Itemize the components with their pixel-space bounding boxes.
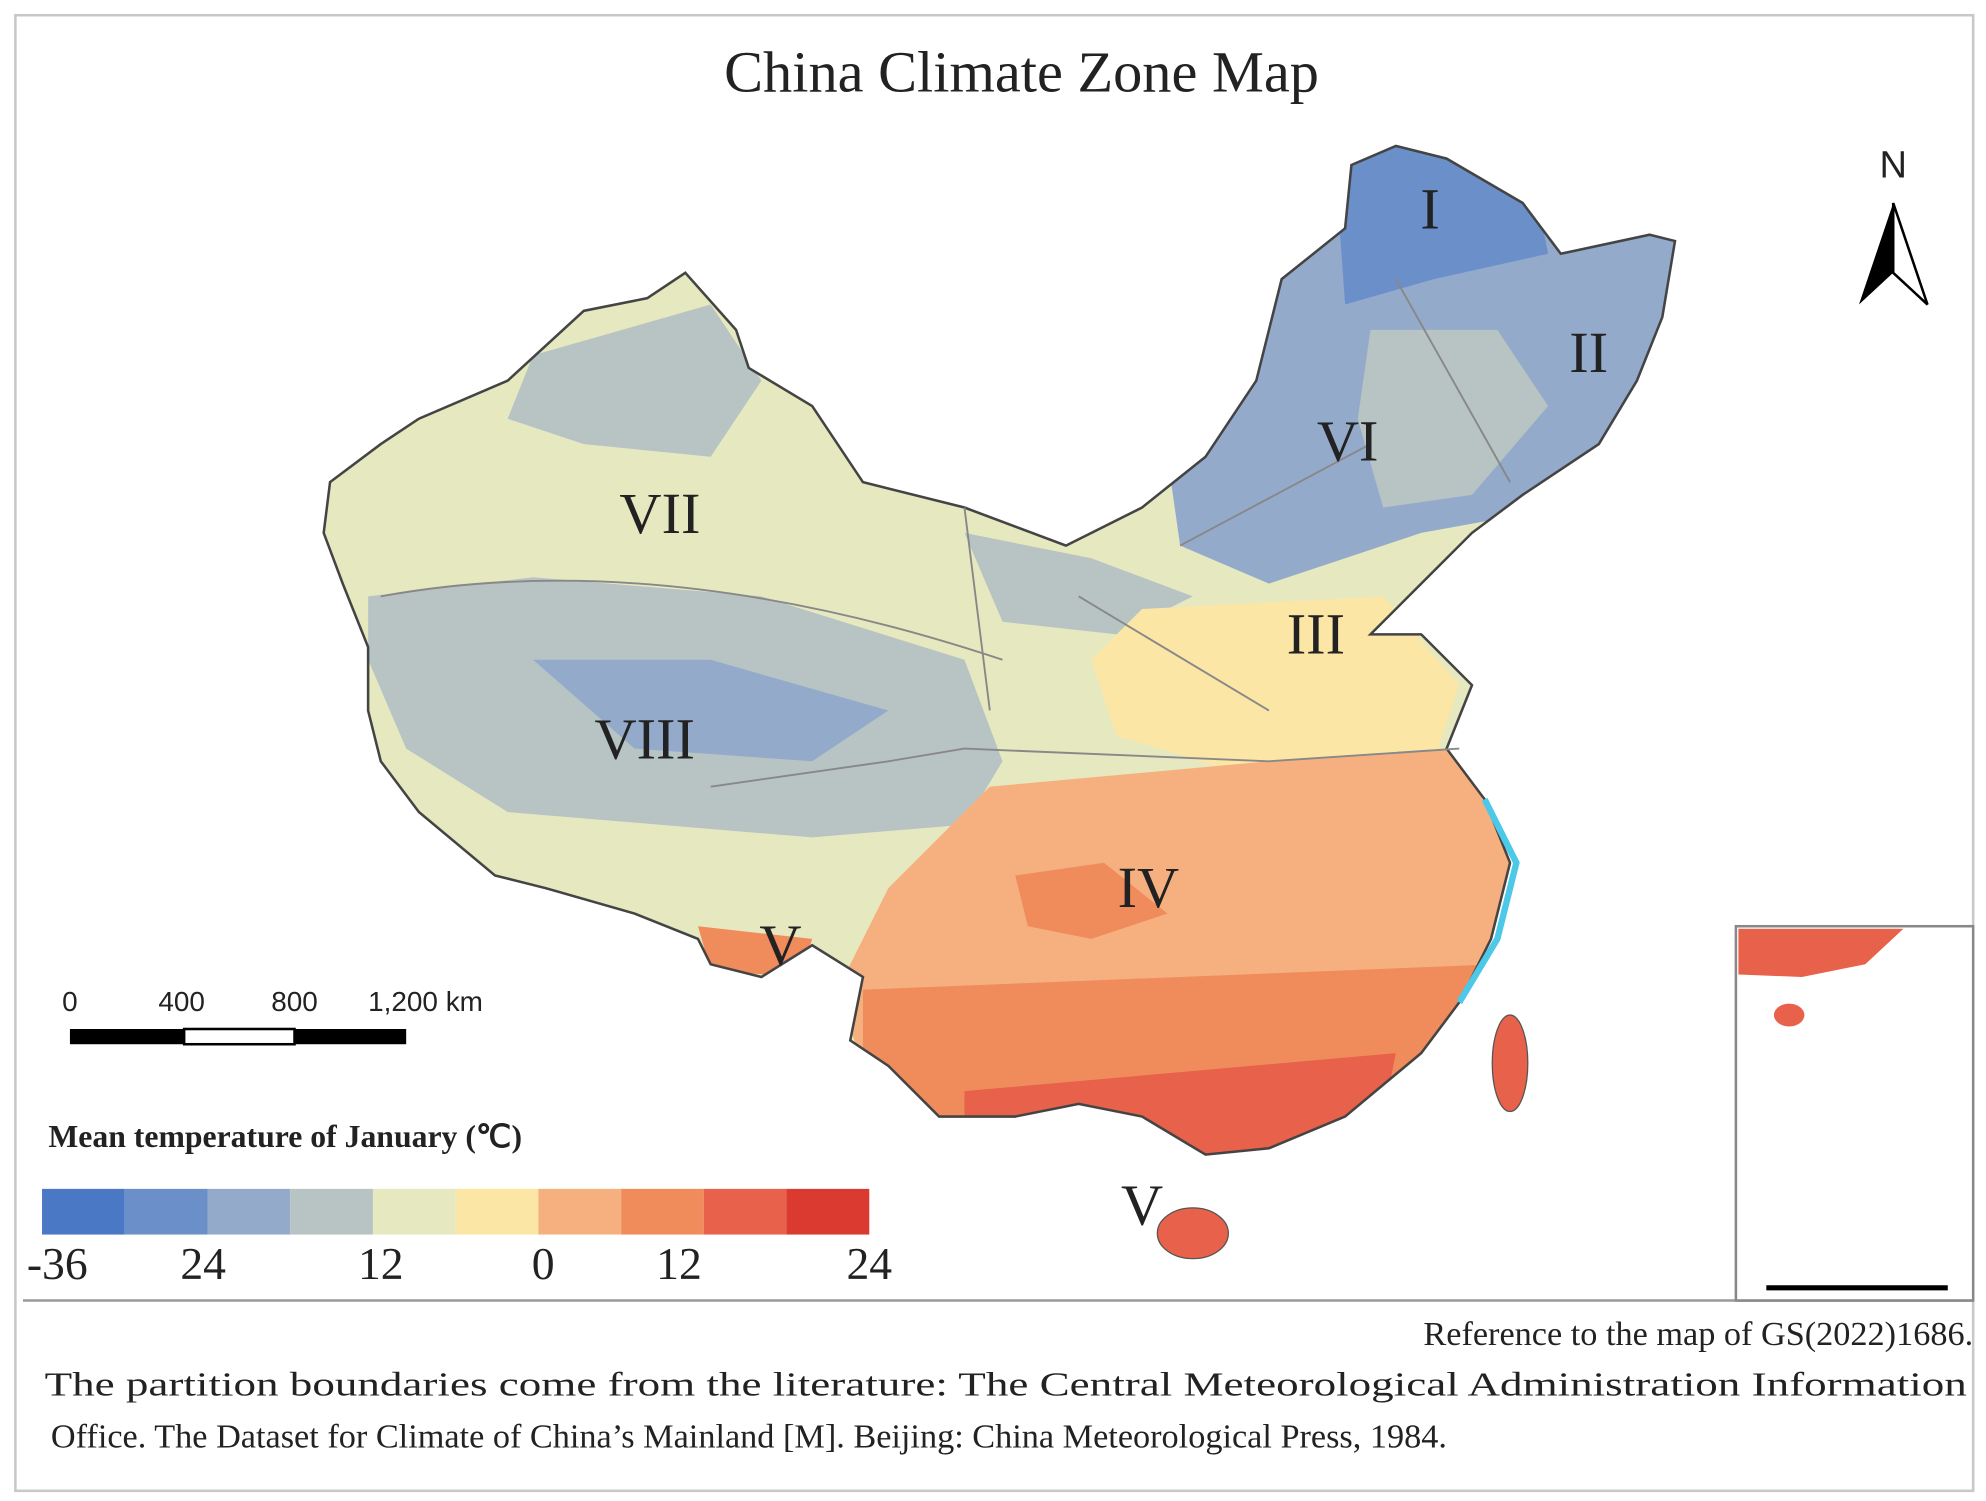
north-label: N: [1879, 145, 1906, 187]
scale-label: 800: [271, 986, 318, 1017]
legend-bin: [538, 1188, 622, 1235]
hainan-island: [1156, 1207, 1229, 1260]
zone-label: IV: [1118, 855, 1180, 920]
map-title: China Climate Zone Map: [724, 39, 1319, 104]
legend-tick-label: 24: [846, 1238, 892, 1289]
note-line: The partition boundaries come from the l…: [45, 1366, 1967, 1404]
legend-tick-label: 12: [656, 1238, 702, 1289]
zone-label: VI: [1317, 409, 1379, 474]
coastline-highlight: [1456, 797, 1520, 1004]
legend-tick-label: 24: [180, 1238, 226, 1289]
scale-segment: [182, 1027, 296, 1046]
inset-coast: [1738, 928, 1904, 977]
scale-segment: [294, 1029, 407, 1045]
zone-label: VII: [619, 481, 700, 546]
inset-hainan: [1773, 1003, 1805, 1027]
zone-label: V: [1121, 1172, 1163, 1237]
altai-cold: [507, 304, 762, 457]
legend-bin: [455, 1188, 539, 1235]
north-arrow: N: [1858, 145, 1929, 306]
north-arrow-left: [1858, 203, 1894, 305]
legend-tick-label: 12: [358, 1238, 404, 1289]
north-china-plain: [1091, 596, 1460, 774]
tibet-coldest: [533, 659, 889, 762]
zone-label: III: [1287, 601, 1345, 666]
scale-segment: [69, 1029, 185, 1045]
sichuan-basin: [1015, 862, 1168, 939]
zone-label: VIII: [594, 707, 694, 772]
zone-label: II: [1569, 320, 1608, 385]
legend-bin: [42, 1188, 125, 1235]
scale-labels: 0 400 800 1,200 km: [62, 986, 483, 1017]
legend: -36 24 12 0 12 24: [27, 1188, 892, 1289]
zone-label: I: [1420, 176, 1439, 241]
scale-bar: 0 400 800 1,200 km: [62, 986, 483, 1046]
scale-label: 400: [158, 986, 205, 1017]
legend-tick-label: 0: [532, 1238, 555, 1289]
legend-bin: [621, 1188, 704, 1235]
zone-boundaries: [380, 278, 1511, 788]
inset-map: [1734, 924, 1975, 1302]
scale-label: 1,200 km: [368, 986, 483, 1017]
songnen-plain: [1357, 329, 1549, 508]
legend-bin: [372, 1188, 456, 1235]
legend-bin: [207, 1188, 291, 1235]
scale-label: 0: [62, 986, 78, 1017]
legend-bin: [124, 1188, 208, 1235]
legend-tick-label: -36: [27, 1238, 88, 1289]
legend-title: Mean temperature of January (℃): [48, 1119, 522, 1154]
north-arrow-right: [1891, 202, 1929, 306]
zone-label: V: [759, 912, 801, 977]
taiwan-island: [1491, 1014, 1529, 1113]
legend-bin: [786, 1188, 870, 1235]
note-line: Office. The Dataset for Climate of China…: [51, 1418, 1447, 1456]
inset-frame: [1734, 924, 1975, 1302]
legend-bin: [290, 1188, 373, 1235]
legend-bin: [703, 1188, 787, 1235]
loess-cold: [964, 532, 1193, 635]
note-line: Reference to the map of GS(2022)1686.: [1423, 1315, 1973, 1353]
